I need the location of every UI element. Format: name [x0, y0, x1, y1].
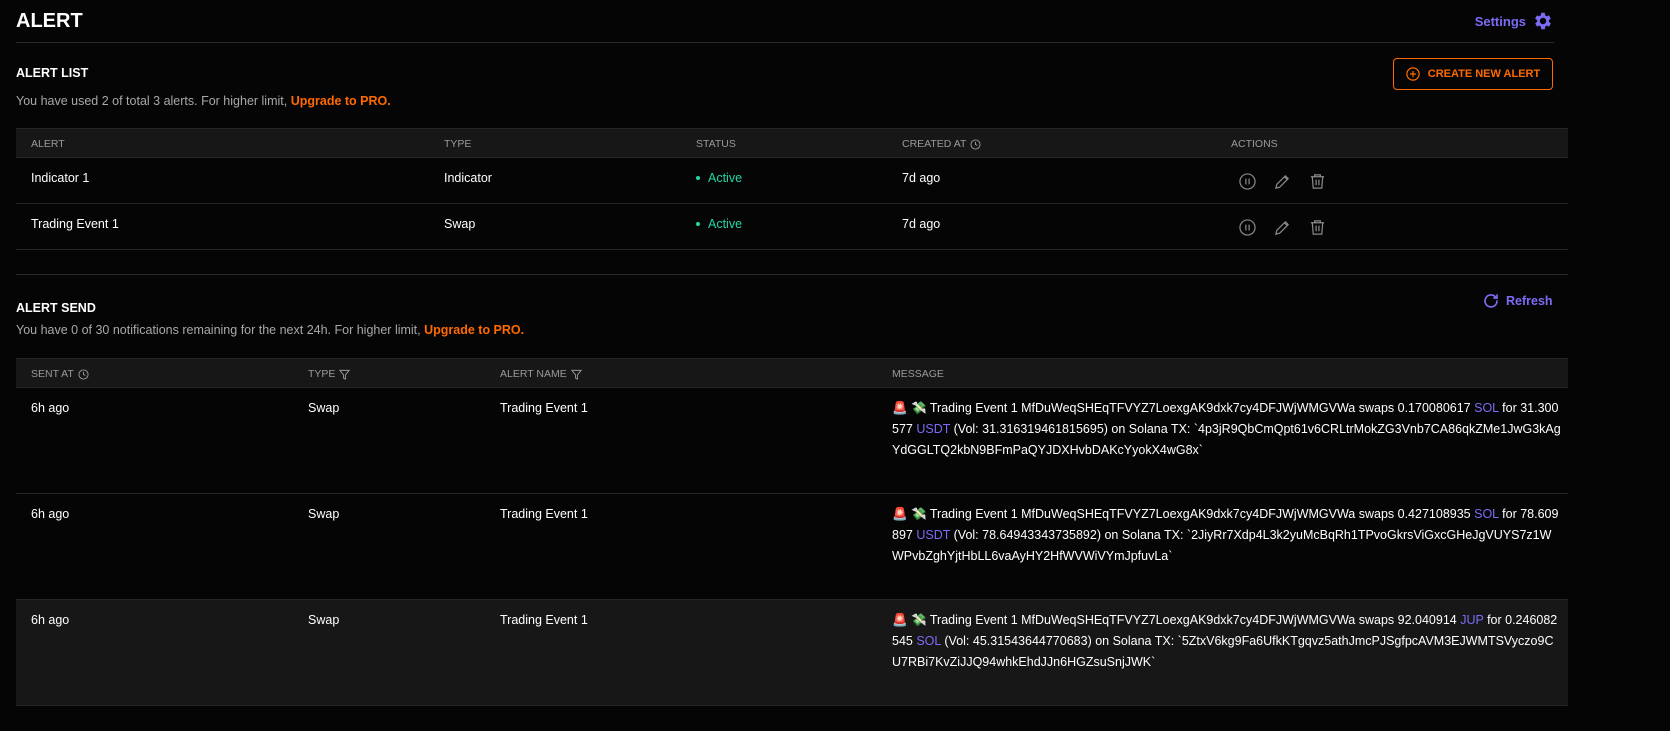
- table-header: SENT AT TYPE ALERT NAME MESSAGE: [16, 358, 1568, 388]
- alert-name: Trading Event 1: [500, 401, 588, 415]
- pause-icon[interactable]: [1239, 173, 1256, 190]
- siren-icon: 🚨: [892, 613, 908, 627]
- alert-type: Swap: [308, 401, 340, 415]
- siren-icon: 🚨: [892, 401, 908, 415]
- token-link[interactable]: SOL: [1474, 507, 1499, 521]
- table-row[interactable]: 6h ago Swap Trading Event 1 🚨 💸 Trading …: [16, 600, 1568, 706]
- table-header: ALERT TYPE STATUS CREATED AT ACTIONS: [16, 128, 1568, 158]
- settings-button[interactable]: Settings: [1475, 10, 1554, 32]
- alert-type: Swap: [308, 613, 340, 627]
- trash-icon[interactable]: [1309, 173, 1326, 190]
- refresh-button[interactable]: Refresh: [1482, 292, 1553, 310]
- section-divider: [16, 274, 1568, 275]
- col-message: MESSAGE: [892, 368, 944, 380]
- plus-circle-icon: [1406, 67, 1420, 81]
- trash-icon[interactable]: [1309, 219, 1326, 236]
- filter-icon: [570, 369, 582, 380]
- col-actions: ACTIONS: [1231, 138, 1278, 150]
- message: 🚨 💸 Trading Event 1 MfDuWeqSHEqTFVYZ7Loe…: [892, 507, 1559, 563]
- clock-icon: [970, 138, 981, 150]
- siren-icon: 🚨: [892, 507, 908, 521]
- table-row[interactable]: 6h ago Swap Trading Event 1 🚨 💸 Trading …: [16, 388, 1568, 494]
- col-status: STATUS: [696, 138, 736, 150]
- token-link[interactable]: JUP: [1460, 613, 1484, 627]
- refresh-icon: [1484, 294, 1498, 308]
- alert-name: Trading Event 1: [500, 613, 588, 627]
- edit-pencil-icon[interactable]: [1274, 219, 1291, 236]
- col-type: TYPE: [444, 138, 472, 150]
- table-row[interactable]: 6h ago Swap Trading Event 1 🚨 💸 Trading …: [16, 494, 1568, 600]
- upgrade-link[interactable]: Upgrade to PRO.: [424, 323, 525, 337]
- col-alert-name[interactable]: ALERT NAME: [500, 368, 582, 380]
- filter-icon: [339, 369, 351, 380]
- row-actions: [1239, 219, 1326, 236]
- alert-type: Swap: [444, 217, 476, 231]
- refresh-label: Refresh: [1506, 294, 1553, 308]
- create-label: CREATE NEW ALERT: [1427, 68, 1541, 80]
- token-link[interactable]: SOL: [1474, 401, 1499, 415]
- col-alert: ALERT: [31, 138, 65, 150]
- table-row[interactable]: Indicator 1 Indicator Active 7d ago: [16, 158, 1568, 204]
- usage-text: You have 0 of 30 notifications remaining…: [16, 323, 425, 337]
- notification-usage-text: You have 0 of 30 notifications remaining…: [16, 323, 524, 337]
- col-sent-at[interactable]: SENT AT: [31, 368, 89, 380]
- alert-usage-text: You have used 2 of total 3 alerts. For h…: [16, 94, 391, 108]
- alert-name: Trading Event 1: [31, 217, 119, 231]
- status-badge: Active: [696, 217, 742, 231]
- settings-label: Settings: [1474, 13, 1526, 29]
- table-row[interactable]: Trading Event 1 Swap Active 7d ago: [16, 204, 1568, 250]
- usage-text: You have used 2 of total 3 alerts. For h…: [16, 94, 291, 108]
- col-created-at[interactable]: CREATED AT: [902, 138, 981, 150]
- col-type[interactable]: TYPE: [308, 368, 351, 380]
- message: 🚨 💸 Trading Event 1 MfDuWeqSHEqTFVYZ7Loe…: [892, 401, 1561, 457]
- alert-list-title: ALERT LIST: [16, 66, 89, 80]
- gear-icon: [1535, 12, 1551, 30]
- sent-at: 6h ago: [31, 613, 70, 627]
- alert-name: Trading Event 1: [500, 507, 588, 521]
- money-icon: 💸: [911, 507, 927, 521]
- money-icon: 💸: [911, 613, 927, 627]
- pause-icon[interactable]: [1239, 219, 1256, 236]
- sent-at: 6h ago: [31, 401, 70, 415]
- edit-pencil-icon[interactable]: [1274, 173, 1291, 190]
- clock-icon: [78, 368, 89, 380]
- status-badge: Active: [696, 171, 742, 185]
- alert-send-title: ALERT SEND: [16, 301, 96, 315]
- message: 🚨 💸 Trading Event 1 MfDuWeqSHEqTFVYZ7Loe…: [892, 613, 1558, 669]
- created-at: 7d ago: [902, 217, 941, 231]
- upgrade-link[interactable]: Upgrade to PRO.: [290, 94, 391, 108]
- page-title: ALERT: [16, 10, 83, 32]
- token-link[interactable]: SOL: [916, 634, 941, 648]
- page-header: ALERT Settings: [16, 0, 1554, 43]
- created-at: 7d ago: [902, 171, 941, 185]
- token-link[interactable]: USDT: [916, 422, 951, 436]
- alert-type: Swap: [308, 507, 340, 521]
- row-actions: [1239, 173, 1326, 190]
- token-link[interactable]: USDT: [916, 528, 951, 542]
- money-icon: 💸: [911, 401, 927, 415]
- alert-send-table: SENT AT TYPE ALERT NAME MESSAGE 6h ago S…: [16, 358, 1568, 706]
- sent-at: 6h ago: [31, 507, 70, 521]
- create-new-alert-button[interactable]: CREATE NEW ALERT: [1393, 58, 1553, 90]
- alert-list-table: ALERT TYPE STATUS CREATED AT ACTIONS Ind…: [16, 128, 1568, 250]
- alert-name: Indicator 1: [31, 171, 90, 185]
- alert-type: Indicator: [444, 171, 492, 185]
